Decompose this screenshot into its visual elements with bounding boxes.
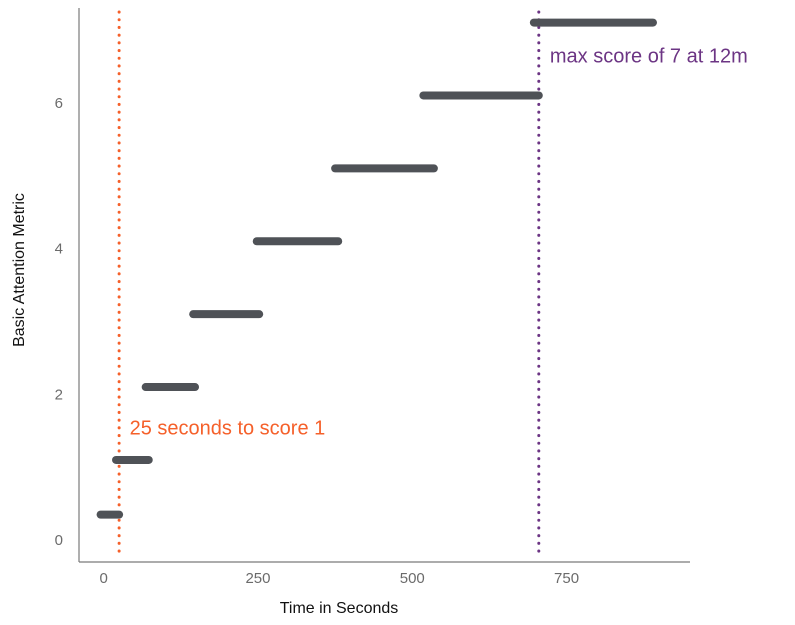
x-axis-title: Time in Seconds xyxy=(280,600,399,617)
y-axis-title: Basic Attention Metric xyxy=(11,193,28,347)
annotation-label: max score of 7 at 12m xyxy=(550,46,748,68)
y-tick-label: 4 xyxy=(55,241,63,258)
x-tick-label: 750 xyxy=(554,570,579,587)
annotations: 25 seconds to score 1 max score of 7 at 1… xyxy=(130,46,748,440)
step-segments xyxy=(96,18,657,519)
x-tick-label: 0 xyxy=(100,570,108,587)
y-tick-label: 6 xyxy=(55,95,63,112)
x-tick-labels: 0 250 500 750 xyxy=(100,570,580,587)
y-tick-labels: 0 2 4 6 xyxy=(55,95,63,549)
reference-lines xyxy=(117,10,541,555)
x-tick-label: 500 xyxy=(400,570,425,587)
y-tick-label: 0 xyxy=(55,532,63,549)
y-tick-label: 2 xyxy=(55,386,63,403)
x-tick-label: 250 xyxy=(245,570,270,587)
annotation-label: 25 seconds to score 1 xyxy=(130,417,326,439)
